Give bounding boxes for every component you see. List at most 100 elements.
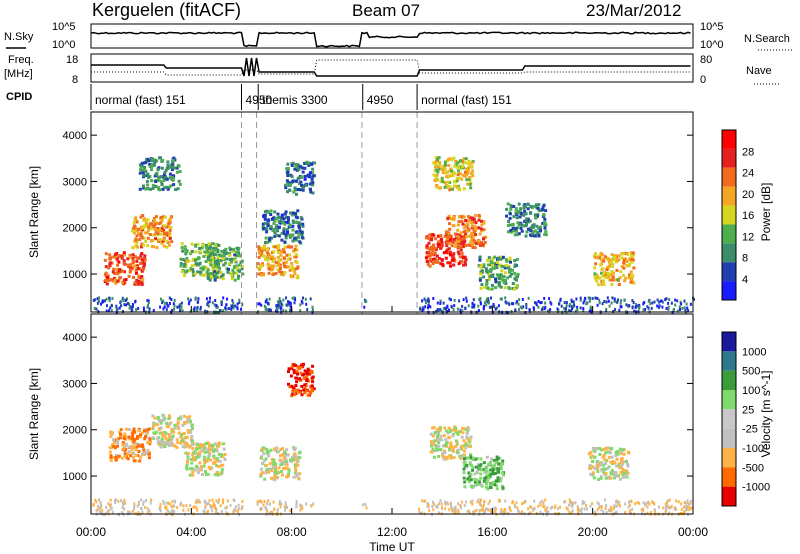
velocity-cell xyxy=(152,431,156,435)
power-cell xyxy=(178,304,181,308)
velocity-cell xyxy=(487,508,490,512)
power-cell xyxy=(129,305,131,308)
velocity-cell xyxy=(156,440,160,444)
power-cell xyxy=(277,259,281,263)
power-cell xyxy=(537,305,540,309)
power-cell xyxy=(213,303,216,307)
power-cell xyxy=(491,256,495,260)
power-cell xyxy=(152,309,155,312)
velocity-cell xyxy=(109,454,113,458)
power-cell xyxy=(433,257,437,261)
power-cell xyxy=(156,168,160,172)
power-cell xyxy=(165,245,169,249)
power-cell xyxy=(446,170,450,174)
power-cell xyxy=(266,210,270,214)
velocity-cell xyxy=(566,507,569,511)
velocity-cell xyxy=(427,505,430,509)
velocity-cell xyxy=(199,443,203,447)
x-tick-label: 08:00 xyxy=(277,525,307,539)
velocity-cell xyxy=(576,505,579,509)
power-cell xyxy=(611,262,615,266)
power-cell xyxy=(276,268,280,272)
velocity-cell xyxy=(291,389,295,393)
power-colorbar-tick: 8 xyxy=(742,253,748,265)
velocity-cell xyxy=(469,500,472,504)
power-cell xyxy=(480,229,484,233)
power-cell xyxy=(541,205,545,209)
power-cell xyxy=(533,234,537,238)
velocity-cell xyxy=(473,484,477,487)
power-cell xyxy=(299,180,303,184)
power-cell xyxy=(261,254,265,258)
power-cell xyxy=(459,231,463,235)
velocity-cell xyxy=(638,501,641,505)
power-cell xyxy=(299,303,302,307)
power-cell xyxy=(559,298,562,302)
power-cell xyxy=(139,227,143,231)
power-cell xyxy=(166,163,170,167)
velocity-cell xyxy=(600,448,603,452)
velocity-cell xyxy=(427,503,430,507)
velocity-cell xyxy=(281,473,284,477)
velocity-cell xyxy=(509,507,511,510)
power-cell xyxy=(139,215,143,219)
power-cell xyxy=(264,300,267,304)
power-cell xyxy=(464,258,468,262)
power-ylabel: Slant Range [km] xyxy=(27,166,41,258)
power-cell xyxy=(135,308,138,312)
velocity-cell xyxy=(591,471,595,475)
velocity-cell xyxy=(458,454,462,458)
power-cell xyxy=(144,221,148,225)
power-cell xyxy=(216,259,220,263)
power-cell xyxy=(285,296,287,300)
cpid-segment-label: themis 3300 xyxy=(262,93,328,107)
velocity-cell xyxy=(283,454,287,458)
velocity-cell xyxy=(451,449,455,453)
velocity-cell xyxy=(299,508,302,512)
power-cell xyxy=(467,219,471,223)
power-cell xyxy=(474,241,478,245)
velocity-cell xyxy=(188,415,192,419)
velocity-cell xyxy=(430,444,433,448)
power-cell xyxy=(452,257,456,261)
velocity-cell xyxy=(434,444,438,448)
power-cell xyxy=(543,226,547,230)
velocity-cell xyxy=(446,501,449,505)
velocity-cell xyxy=(157,419,161,423)
velocity-cell xyxy=(595,459,599,463)
power-cell xyxy=(465,296,468,300)
power-cell xyxy=(162,174,166,178)
velocity-cell xyxy=(116,441,120,444)
power-cell xyxy=(183,247,187,251)
velocity-cell xyxy=(140,431,144,435)
power-cell xyxy=(112,267,116,271)
power-cell xyxy=(492,262,496,266)
velocity-cell xyxy=(433,449,437,452)
power-cell xyxy=(231,268,235,272)
power-cell xyxy=(168,302,171,305)
power-cell xyxy=(609,258,613,262)
velocity-cell xyxy=(466,429,470,433)
power-cell xyxy=(232,301,235,305)
velocity-cell xyxy=(133,430,137,434)
power-cell xyxy=(181,258,185,262)
power-cell xyxy=(469,240,473,244)
power-cell xyxy=(475,226,479,230)
power-cell xyxy=(274,260,278,264)
power-cell xyxy=(484,235,488,239)
power-cell xyxy=(463,237,467,241)
power-cell xyxy=(139,167,143,171)
power-cell xyxy=(527,296,530,300)
velocity-cell xyxy=(267,499,270,503)
power-cell xyxy=(214,266,218,270)
velocity-cell xyxy=(126,457,130,461)
velocity-cell xyxy=(305,370,309,374)
velocity-cell xyxy=(176,422,180,426)
velocity-cell xyxy=(601,469,605,473)
velocity-cell xyxy=(611,460,615,464)
velocity-cell xyxy=(589,472,593,476)
power-colorbar-tick: 16 xyxy=(742,210,754,222)
power-cell xyxy=(485,299,488,303)
power-cell xyxy=(286,245,290,249)
velocity-cell xyxy=(615,457,619,461)
